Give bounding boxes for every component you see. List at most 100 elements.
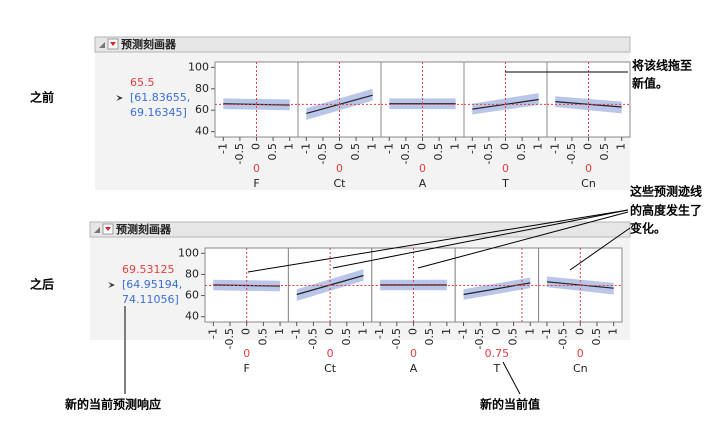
factor-name: Cn xyxy=(573,362,588,375)
x-tick-label: 0 xyxy=(416,143,429,150)
callout-line xyxy=(417,211,629,269)
x-tick-label: -0.5 xyxy=(399,143,412,164)
factor-name: Ct xyxy=(334,177,347,190)
x-tick-label: -0.5 xyxy=(390,328,403,349)
x-tick-label: 0.5 xyxy=(349,143,362,161)
x-tick-label: 0.5 xyxy=(340,328,353,346)
factor-current-value: 0 xyxy=(577,347,584,360)
x-tick-label: 0.5 xyxy=(256,328,269,346)
x-tick-label: 0.5 xyxy=(423,328,436,346)
factor-current-value: 0 xyxy=(419,162,426,175)
annotation: 新的当前值 xyxy=(480,397,540,412)
factor-name: F xyxy=(253,177,259,190)
x-tick-label: 0 xyxy=(323,328,336,335)
response-value: 65.5 xyxy=(130,76,155,89)
factor-current-value: 0 xyxy=(410,347,417,360)
x-tick-label: 1 xyxy=(366,143,379,150)
x-tick-label: -1 xyxy=(465,143,478,154)
x-tick-label: -0.5 xyxy=(306,328,319,349)
x-tick-label: 0.5 xyxy=(507,328,520,346)
x-tick-label: -1 xyxy=(457,328,470,339)
callout-line xyxy=(332,209,629,269)
confidence-interval: [61.83655, xyxy=(130,91,190,104)
menu-arrow xyxy=(110,42,116,46)
factor-current-value: 0 xyxy=(585,162,592,175)
x-tick-label: 0.5 xyxy=(266,143,279,161)
x-tick-label: -0.5 xyxy=(223,328,236,349)
x-tick-label: 1 xyxy=(523,328,536,335)
x-tick-label: -0.5 xyxy=(316,143,329,164)
x-tick-label: -1 xyxy=(299,143,312,154)
x-tick-label: 0.5 xyxy=(515,143,528,161)
x-tick-label: -1 xyxy=(382,143,395,154)
x-tick-label: 0 xyxy=(499,143,512,150)
x-tick-label: -1 xyxy=(548,143,561,154)
x-tick-label: 1 xyxy=(449,143,462,150)
callout-line xyxy=(247,209,629,273)
callout-line xyxy=(502,361,521,395)
x-tick-label: 0.5 xyxy=(432,143,445,161)
y-tick-label: 60 xyxy=(195,103,209,116)
header-bar xyxy=(89,221,631,238)
y-tick-label: 40 xyxy=(185,310,199,323)
collapse-icon xyxy=(99,42,105,48)
header-bar xyxy=(94,36,631,53)
annotation: 变化。 xyxy=(630,221,666,236)
factor-current-value: 0 xyxy=(253,162,260,175)
y-tick-label: 60 xyxy=(185,289,199,302)
x-tick-label: 1 xyxy=(273,328,286,335)
callout-line xyxy=(569,227,631,271)
y-tick-label: 100 xyxy=(188,60,209,73)
annotation: 这些预测迹线 xyxy=(630,184,702,199)
factor-name: T xyxy=(493,362,501,375)
response-value: 69.53125 xyxy=(122,263,175,276)
x-tick-label: 0 xyxy=(573,328,586,335)
factor-name: Ct xyxy=(324,362,337,375)
y-tick-label: 80 xyxy=(195,82,209,95)
x-tick-label: -0.5 xyxy=(473,328,486,349)
factor-current-value: 0 xyxy=(327,347,334,360)
factor-current-value: 0 xyxy=(243,347,250,360)
x-tick-label: -1 xyxy=(290,328,303,339)
x-tick-label: -0.5 xyxy=(482,143,495,164)
x-tick-label: 1 xyxy=(440,328,453,335)
x-tick-label: 1 xyxy=(607,328,620,335)
y-tick-label: 40 xyxy=(195,125,209,138)
annotation: 新值。 xyxy=(632,76,668,91)
annotation: 将该线拖至 xyxy=(632,58,692,73)
confidence-interval: 69.16345] xyxy=(130,106,187,119)
x-tick-label: 0 xyxy=(250,143,263,150)
factor-name: F xyxy=(244,362,250,375)
x-tick-label: -1 xyxy=(373,328,386,339)
callouts xyxy=(124,71,631,395)
profiler-title: 预测刻画器 xyxy=(116,222,172,236)
factor-current-value: 0.75 xyxy=(485,347,510,360)
response-marker xyxy=(108,282,115,288)
x-tick-label: -0.5 xyxy=(565,143,578,164)
x-tick-label: 1 xyxy=(532,143,545,150)
x-tick-label: 0.5 xyxy=(598,143,611,161)
response-marker xyxy=(116,95,123,101)
profiler-title: 预测刻画器 xyxy=(121,37,177,51)
y-tick-label: 80 xyxy=(185,267,199,280)
prediction-trace xyxy=(463,282,531,296)
annotation: 新的当前预测响应 xyxy=(65,397,161,412)
menu-arrow xyxy=(105,227,111,231)
x-tick-label: -1 xyxy=(206,328,219,339)
x-tick-label: 0.5 xyxy=(590,328,603,346)
collapse-icon xyxy=(94,227,100,233)
factor-name: A xyxy=(419,177,427,190)
x-tick-label: -0.5 xyxy=(557,328,570,349)
factor-name: Cn xyxy=(581,177,596,190)
x-tick-label: -0.5 xyxy=(233,143,246,164)
profilers: 预测刻画器之前65.5[61.83655,69.16345]406080100-… xyxy=(30,36,631,375)
x-tick-label: 0 xyxy=(240,328,253,335)
factor-current-value: 0 xyxy=(336,162,343,175)
section-label: 之前 xyxy=(30,90,54,105)
x-tick-label: 1 xyxy=(615,143,628,150)
x-tick-label: -1 xyxy=(540,328,553,339)
x-tick-label: 1 xyxy=(283,143,296,150)
x-tick-label: 1 xyxy=(356,328,369,335)
